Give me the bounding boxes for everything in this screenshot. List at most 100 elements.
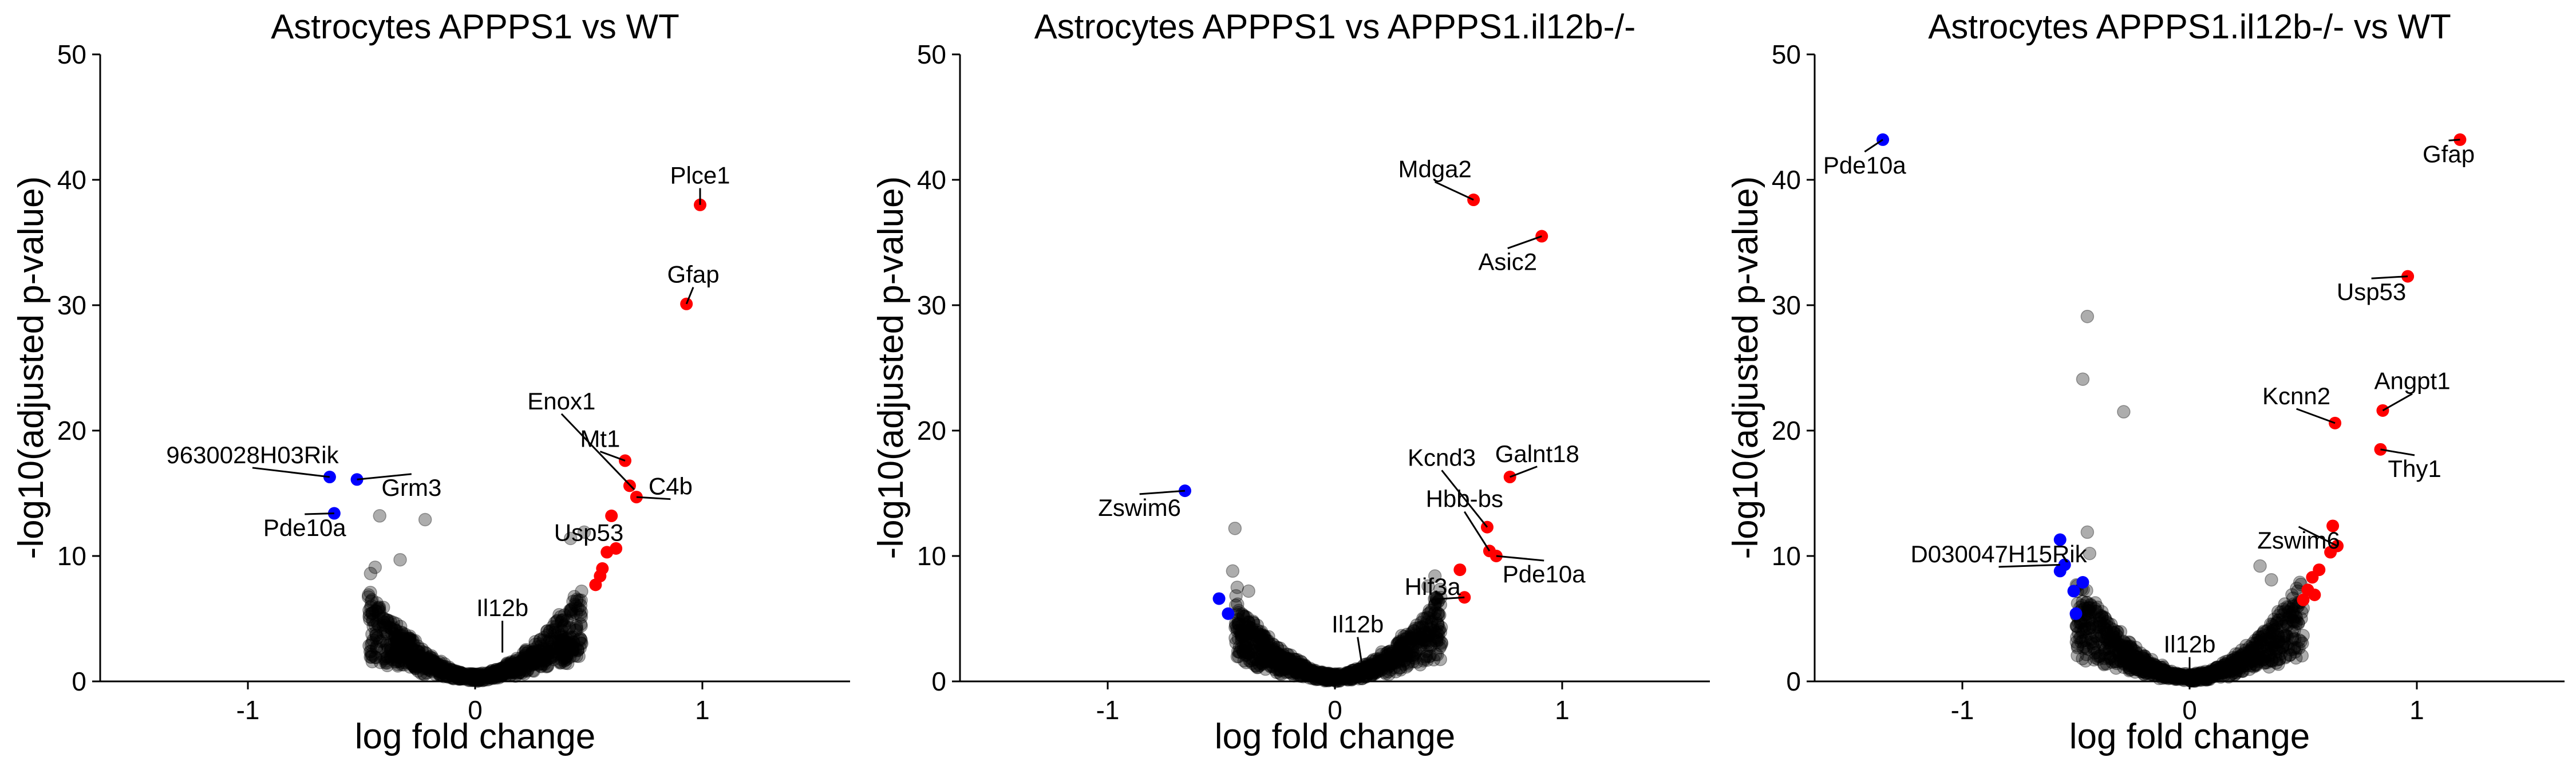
nonsig-gene-point (1301, 666, 1315, 680)
nonsig-gene-point (546, 650, 559, 664)
nonsig-gene-point (409, 656, 423, 670)
nonsig-gene-point (571, 642, 584, 656)
nonsig-gene-point (452, 670, 466, 684)
nonsig-gene-point (516, 646, 531, 660)
nonsig-gene-point (476, 673, 490, 687)
nonsig-gene-point (418, 661, 432, 676)
nonsig-gene-point (556, 620, 570, 634)
nonsig-gene-point (449, 665, 463, 680)
nonsig-gene-point (1270, 665, 1283, 679)
nonsig-gene-point (1315, 666, 1329, 680)
nonsig-gene-point (1327, 667, 1342, 681)
nonsig-gene-point (527, 644, 541, 658)
nonsig-gene-point (1241, 615, 1255, 629)
nonsig-gene-point (574, 636, 588, 650)
nonsig-gene-point (1261, 652, 1275, 666)
nonsig-gene-point (414, 659, 428, 673)
nonsig-gene-point (445, 663, 459, 677)
nonsig-gene-point (1306, 669, 1320, 683)
nonsig-gene-point (1231, 632, 1246, 645)
nonsig-gene-point (553, 629, 567, 643)
nonsig-gene-point (513, 655, 527, 669)
nonsig-gene-point (1346, 666, 1360, 680)
nonsig-gene-point (424, 661, 438, 676)
nonsig-gene-point (1263, 659, 1278, 673)
nonsig-gene-point (402, 631, 417, 645)
nonsig-gene-point (389, 648, 403, 662)
nonsig-gene-point (504, 656, 518, 670)
nonsig-gene-point (1421, 636, 1435, 649)
nonsig-gene-point (476, 670, 491, 684)
nonsig-gene-point (1424, 639, 1438, 653)
nonsig-gene-point (1316, 670, 1330, 684)
nonsig-gene-point (535, 645, 548, 658)
nonsig-gene-point (434, 661, 448, 675)
nonsig-gene-point (1356, 661, 1370, 676)
nonsig-gene-point (380, 637, 394, 652)
nonsig-gene-point (1353, 666, 1367, 681)
nonsig-gene-point (1422, 629, 1436, 642)
nonsig-gene-point (1330, 669, 1344, 683)
nonsig-gene-point (1393, 661, 1407, 675)
nonsig-gene-point (396, 645, 410, 659)
nonsig-gene-point (473, 669, 487, 683)
downregulated-gene-point (1212, 592, 1226, 605)
nonsig-gene-point (406, 634, 420, 648)
nonsig-gene-point (1370, 657, 1384, 671)
nonsig-gene-point (1277, 658, 1290, 672)
nonsig-gene-point (436, 664, 451, 677)
nonsig-gene-point (1342, 665, 1356, 680)
nonsig-gene-point (1412, 634, 1425, 648)
nonsig-gene-point (512, 662, 526, 677)
nonsig-gene-point (547, 626, 562, 640)
nonsig-gene-point (1289, 655, 1303, 669)
nonsig-gene-point (1363, 666, 1377, 680)
nonsig-gene-point (1416, 612, 1430, 626)
nonsig-gene-point (1234, 629, 1249, 642)
nonsig-gene-point (559, 650, 572, 665)
nonsig-gene-point (1251, 630, 1266, 644)
nonsig-gene-point (2269, 656, 2283, 670)
nonsig-gene-point (1358, 666, 1372, 680)
nonsig-gene-point (1359, 657, 1373, 671)
nonsig-gene-point (2265, 573, 2278, 587)
nonsig-gene-point (528, 637, 543, 652)
nonsig-gene-point (461, 669, 475, 684)
nonsig-gene-point (505, 665, 519, 679)
nonsig-gene-point (570, 594, 584, 608)
nonsig-gene-point (567, 636, 580, 650)
nonsig-gene-point (1247, 645, 1261, 659)
nonsig-gene-point (530, 656, 543, 671)
nonsig-gene-point (391, 659, 405, 673)
nonsig-gene-point (403, 652, 417, 665)
nonsig-gene-point (543, 624, 557, 638)
nonsig-gene-point (540, 658, 555, 673)
nonsig-gene-point (408, 661, 422, 675)
nonsig-gene-point (567, 649, 581, 662)
nonsig-gene-point (1289, 665, 1303, 680)
nonsig-gene-point (1274, 648, 1288, 662)
nonsig-gene-point (572, 633, 586, 647)
nonsig-gene-point (1267, 642, 1281, 656)
nonsig-gene-point (2267, 641, 2281, 654)
nonsig-gene-point (1287, 652, 1301, 666)
nonsig-gene-point (1279, 665, 1293, 679)
nonsig-gene-point (414, 666, 428, 680)
nonsig-gene-point (534, 639, 548, 653)
x-axis-title: log fold change (1215, 717, 1456, 756)
nonsig-gene-point (1284, 648, 1298, 662)
nonsig-gene-point (366, 613, 380, 628)
nonsig-gene-point (1401, 655, 1415, 669)
nonsig-gene-point (564, 606, 578, 620)
nonsig-gene-point (501, 657, 515, 671)
nonsig-gene-point (1401, 658, 1415, 672)
nonsig-gene-point (389, 617, 404, 631)
nonsig-gene-point (550, 647, 564, 661)
nonsig-gene-point (364, 644, 378, 658)
nonsig-gene-point (1287, 659, 1301, 673)
nonsig-gene-point (1262, 641, 1275, 654)
nonsig-gene-point (438, 660, 452, 673)
nonsig-gene-point (1319, 666, 1333, 680)
nonsig-gene-point (505, 665, 519, 679)
nonsig-gene-point (391, 657, 405, 672)
